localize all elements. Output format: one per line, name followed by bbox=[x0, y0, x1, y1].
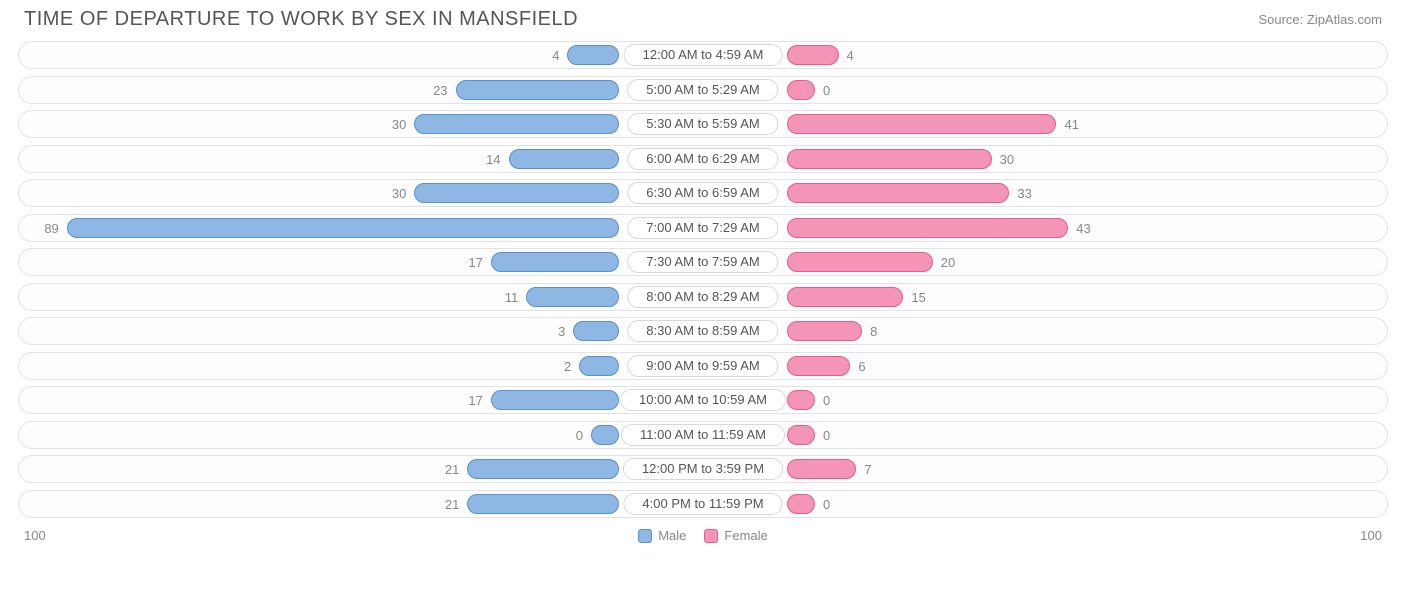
female-value: 8 bbox=[870, 318, 877, 346]
male-value: 11 bbox=[505, 284, 519, 312]
chart-area: 12:00 AM to 4:59 AM 4 4 5:00 AM to 5:29 AM 2… bbox=[0, 35, 1406, 526]
female-value: 30 bbox=[1000, 146, 1014, 174]
time-range-label: 12:00 AM to 4:59 AM bbox=[624, 44, 783, 66]
male-bar bbox=[567, 45, 619, 65]
male-bar bbox=[491, 390, 619, 410]
male-value: 0 bbox=[576, 422, 583, 450]
male-bar bbox=[467, 494, 619, 514]
male-value: 89 bbox=[44, 215, 58, 243]
female-value: 41 bbox=[1064, 111, 1078, 139]
time-range-label: 12:00 PM to 3:59 PM bbox=[623, 458, 783, 480]
female-bar bbox=[787, 390, 815, 410]
male-value: 4 bbox=[552, 42, 559, 70]
chart-row: 5:30 AM to 5:59 AM 30 41 bbox=[18, 110, 1388, 138]
time-range-label: 9:00 AM to 9:59 AM bbox=[627, 355, 778, 377]
male-swatch-icon bbox=[638, 529, 652, 543]
axis-right-max: 100 bbox=[1360, 528, 1382, 543]
male-value: 30 bbox=[392, 111, 406, 139]
female-bar bbox=[787, 287, 903, 307]
female-bar bbox=[787, 425, 815, 445]
female-value: 6 bbox=[858, 353, 865, 381]
male-bar bbox=[414, 114, 619, 134]
female-bar bbox=[787, 80, 815, 100]
legend-male-label: Male bbox=[658, 528, 686, 543]
female-value: 15 bbox=[911, 284, 925, 312]
chart-row: 7:30 AM to 7:59 AM 17 20 bbox=[18, 248, 1388, 276]
male-bar bbox=[573, 321, 619, 341]
female-swatch-icon bbox=[704, 529, 718, 543]
female-bar bbox=[787, 114, 1056, 134]
male-value: 2 bbox=[564, 353, 571, 381]
male-bar bbox=[456, 80, 619, 100]
female-value: 33 bbox=[1017, 180, 1031, 208]
time-range-label: 6:30 AM to 6:59 AM bbox=[627, 182, 778, 204]
chart-row: 10:00 AM to 10:59 AM 17 0 bbox=[18, 386, 1388, 414]
time-range-label: 7:30 AM to 7:59 AM bbox=[627, 251, 778, 273]
chart-row: 6:30 AM to 6:59 AM 30 33 bbox=[18, 179, 1388, 207]
chart-row: 6:00 AM to 6:29 AM 14 30 bbox=[18, 145, 1388, 173]
chart-row: 8:00 AM to 8:29 AM 11 15 bbox=[18, 283, 1388, 311]
female-value: 7 bbox=[864, 456, 871, 484]
male-value: 3 bbox=[558, 318, 565, 346]
female-bar bbox=[787, 494, 815, 514]
female-value: 43 bbox=[1076, 215, 1090, 243]
chart-row: 12:00 AM to 4:59 AM 4 4 bbox=[18, 41, 1388, 69]
female-value: 0 bbox=[823, 491, 830, 519]
female-bar bbox=[787, 45, 839, 65]
male-value: 30 bbox=[392, 180, 406, 208]
female-bar bbox=[787, 356, 850, 376]
male-bar bbox=[67, 218, 619, 238]
female-bar bbox=[787, 459, 856, 479]
female-value: 0 bbox=[823, 387, 830, 415]
time-range-label: 5:30 AM to 5:59 AM bbox=[627, 113, 778, 135]
male-value: 14 bbox=[486, 146, 500, 174]
chart-row: 7:00 AM to 7:29 AM 89 43 bbox=[18, 214, 1388, 242]
source-attribution: Source: ZipAtlas.com bbox=[1258, 12, 1382, 27]
chart-row: 4:00 PM to 11:59 PM 21 0 bbox=[18, 490, 1388, 518]
female-bar bbox=[787, 218, 1068, 238]
time-range-label: 10:00 AM to 10:59 AM bbox=[620, 389, 786, 411]
male-bar bbox=[579, 356, 619, 376]
female-bar bbox=[787, 183, 1009, 203]
chart-row: 11:00 AM to 11:59 AM 0 0 bbox=[18, 421, 1388, 449]
male-value: 17 bbox=[468, 249, 482, 277]
legend: Male Female bbox=[638, 528, 768, 543]
male-bar bbox=[414, 183, 619, 203]
male-value: 23 bbox=[433, 77, 447, 105]
chart-row: 9:00 AM to 9:59 AM 2 6 bbox=[18, 352, 1388, 380]
male-value: 21 bbox=[445, 456, 459, 484]
female-value: 0 bbox=[823, 77, 830, 105]
legend-female-label: Female bbox=[724, 528, 767, 543]
female-value: 0 bbox=[823, 422, 830, 450]
time-range-label: 7:00 AM to 7:29 AM bbox=[627, 217, 778, 239]
female-value: 20 bbox=[941, 249, 955, 277]
female-bar bbox=[787, 321, 862, 341]
male-bar bbox=[467, 459, 619, 479]
chart-row: 5:00 AM to 5:29 AM 23 0 bbox=[18, 76, 1388, 104]
male-bar bbox=[509, 149, 619, 169]
male-bar bbox=[526, 287, 619, 307]
axis-left-max: 100 bbox=[24, 528, 46, 543]
chart-row: 12:00 PM to 3:59 PM 21 7 bbox=[18, 455, 1388, 483]
time-range-label: 8:00 AM to 8:29 AM bbox=[627, 286, 778, 308]
female-bar bbox=[787, 252, 933, 272]
male-bar bbox=[591, 425, 619, 445]
male-value: 21 bbox=[445, 491, 459, 519]
time-range-label: 6:00 AM to 6:29 AM bbox=[627, 148, 778, 170]
legend-item-male: Male bbox=[638, 528, 686, 543]
female-bar bbox=[787, 149, 992, 169]
time-range-label: 4:00 PM to 11:59 PM bbox=[623, 493, 782, 515]
time-range-label: 11:00 AM to 11:59 AM bbox=[621, 424, 785, 446]
chart-title: TIME OF DEPARTURE TO WORK BY SEX IN MANS… bbox=[24, 8, 578, 31]
time-range-label: 5:00 AM to 5:29 AM bbox=[627, 79, 778, 101]
legend-item-female: Female bbox=[704, 528, 767, 543]
female-value: 4 bbox=[847, 42, 854, 70]
time-range-label: 8:30 AM to 8:59 AM bbox=[627, 320, 778, 342]
male-value: 17 bbox=[468, 387, 482, 415]
male-bar bbox=[491, 252, 619, 272]
chart-row: 8:30 AM to 8:59 AM 3 8 bbox=[18, 317, 1388, 345]
